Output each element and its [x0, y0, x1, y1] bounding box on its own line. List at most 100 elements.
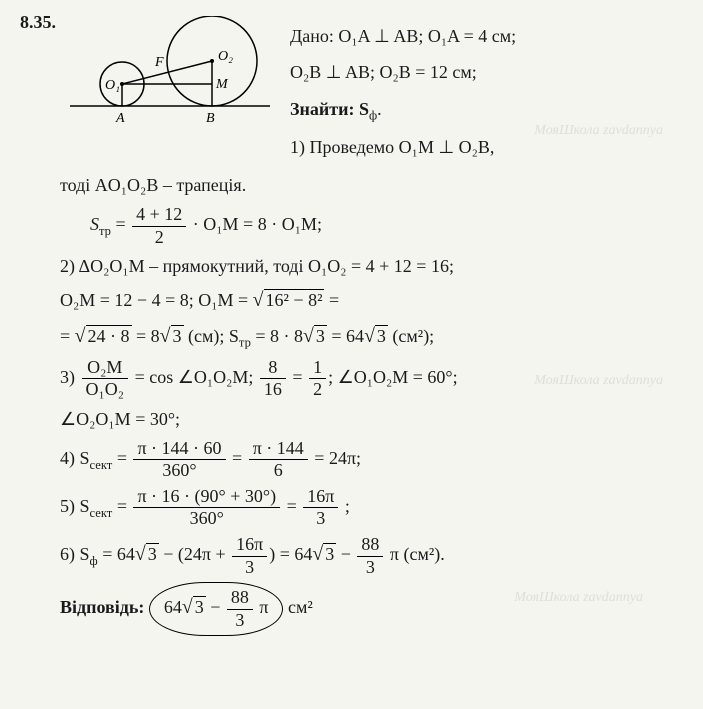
s-trap-formula: Sтр = 4 + 12 2 · O₁M = 8 · O₁M; — [60, 204, 683, 248]
lbl: 6) S — [60, 544, 90, 564]
txt: = 64 — [327, 326, 364, 346]
given-line-2: O₂B ⊥ AB; O₂B = 12 см; — [290, 56, 683, 88]
sqrt-6b: 3 — [312, 539, 336, 571]
lbl: 5) S — [60, 496, 90, 516]
sqrt-2: 24 · 8 — [75, 321, 132, 353]
geometry-diagram: O₁ O₂ F M A B — [60, 16, 280, 136]
answer-line: Відповідь: 643 − 883 π см² — [60, 582, 683, 636]
frac-s4a: π · 144 · 60 360° — [133, 438, 225, 482]
frac-s4b: π · 144 6 — [249, 438, 308, 482]
frac-num: 4 + 12 — [132, 204, 186, 227]
txt: 64 — [164, 597, 182, 617]
den: 3 — [357, 557, 383, 579]
num: 16π — [303, 486, 338, 509]
txt: 24π + — [184, 544, 230, 564]
frac-den: 2 — [132, 227, 186, 249]
answer-box: 643 − 883 π — [149, 582, 284, 636]
radicand: 24 · 8 — [86, 325, 132, 346]
den: 16 — [260, 379, 286, 401]
sub-tr: тр — [99, 224, 111, 238]
num: π · 16 · (90° + 30°) — [133, 486, 280, 509]
den: 6 — [249, 460, 308, 482]
txt: = 64 — [98, 544, 135, 564]
num: π · 144 — [249, 438, 308, 461]
frac-s6a: 16π3 — [232, 534, 267, 578]
frac-816: 8 16 — [260, 357, 286, 401]
step-2b: O₂M = 12 − 4 = 8; O₁M = 16² − 8² = — [60, 285, 683, 317]
frac-s5a: π · 16 · (90° + 30°) 360° — [133, 486, 280, 530]
radicand: 3 — [314, 325, 327, 346]
trapezoid-line: тоді AO₁O₂B – трапеція. — [60, 171, 683, 200]
den: 3 — [232, 557, 267, 579]
frac-half: 1 2 — [309, 357, 326, 401]
rad: 3 — [193, 596, 206, 617]
sqrt-6a: 3 — [135, 539, 159, 571]
num: 88 — [357, 534, 383, 557]
frac-s5b: 16π 3 — [303, 486, 338, 530]
solution-body: тоді AO₁O₂B – трапеція. Sтр = 4 + 12 2 ·… — [20, 171, 683, 636]
frac-ratio: O₂M O₁O₂ — [82, 357, 129, 401]
problem-number: 8.35. — [20, 8, 56, 37]
step-6: 6) Sф = 643 − (24π + 16π3) = 643 − 883 π… — [60, 534, 683, 578]
sub: ф — [90, 554, 98, 568]
txt: − — [159, 544, 178, 564]
rad: 3 — [146, 543, 159, 564]
frac-ans: 883 — [227, 587, 253, 631]
den: 360° — [133, 460, 225, 482]
frac-1: 4 + 12 2 — [132, 204, 186, 248]
label-b: B — [206, 111, 215, 126]
sqrt-1: 16² − 8² — [253, 285, 325, 317]
sub: сект — [90, 506, 113, 520]
den: 3 — [227, 610, 253, 632]
rad: 3 — [323, 543, 336, 564]
txt: (см²); — [388, 326, 434, 346]
step2b-text: O₂M = 12 − 4 = 8; O₁M = — [60, 290, 253, 310]
label-f: F — [154, 55, 164, 70]
den: 2 — [309, 379, 326, 401]
txt: π — [255, 597, 269, 617]
top-row: O₁ O₂ F M A B Дано: O₁A ⊥ AB; O₁A = 4 см… — [20, 16, 683, 167]
sym-s: S — [90, 214, 99, 234]
sub: сект — [90, 457, 113, 471]
radicand: 3 — [375, 325, 388, 346]
label-a: A — [115, 111, 125, 126]
eq-tail: · O₁M = 8 · O₁M; — [188, 214, 322, 234]
lbl: 4) S — [60, 448, 90, 468]
txt: = cos ∠O₁O₂M; — [130, 367, 258, 387]
answer-label: Відповідь: — [60, 597, 149, 617]
step-4: 4) Sсект = π · 144 · 60 360° = π · 144 6… — [60, 438, 683, 482]
step-2c: = 24 · 8 = 83 (см); Sтр = 8 · 83 = 643 (… — [60, 321, 683, 353]
radicand: 3 — [171, 325, 184, 346]
num: π · 144 · 60 — [133, 438, 225, 461]
radicand: 16² − 8² — [264, 289, 325, 310]
sqrt-ans: 3 — [182, 592, 206, 624]
label-o1: O₁ — [105, 78, 120, 93]
given-column: Дано: O₁A ⊥ AB; O₁A = 4 см; O₂B ⊥ AB; O₂… — [280, 16, 683, 167]
step-5: 5) Sсект = π · 16 · (90° + 30°) 360° = 1… — [60, 486, 683, 530]
sub: тр — [239, 335, 251, 349]
sqrt-5: 3 — [364, 321, 388, 353]
txt: ; ∠O₁O₂M = 60°; — [328, 367, 458, 387]
txt: − — [336, 544, 355, 564]
sqrt-4: 3 — [303, 321, 327, 353]
num: O₂M — [82, 357, 129, 380]
diagram-column: O₁ O₂ F M A B — [20, 16, 280, 167]
sqrt-3: 3 — [160, 321, 184, 353]
answer-unit: см² — [283, 597, 312, 617]
step-3: 3) O₂M O₁O₂ = cos ∠O₁O₂M; 8 16 = 1 2 ; ∠… — [60, 357, 683, 401]
den: O₁O₂ — [82, 379, 129, 401]
den: 360° — [133, 508, 280, 530]
step-1: 1) Проведемо O₁M ⊥ O₂B, — [290, 131, 683, 163]
num: 16π — [232, 534, 267, 557]
find-sub: ф — [369, 108, 377, 122]
txt: π (см²). — [385, 544, 444, 564]
txt: − — [206, 597, 225, 617]
given-line-3: Знайти: Sф. — [290, 93, 683, 127]
txt: = 8 · 8 — [251, 326, 303, 346]
txt: (см); S — [184, 326, 239, 346]
den: 3 — [303, 508, 338, 530]
txt: = 64 — [275, 544, 312, 564]
num: 88 — [227, 587, 253, 610]
num: 8 — [260, 357, 286, 380]
find-label: Знайти: S — [290, 99, 369, 119]
